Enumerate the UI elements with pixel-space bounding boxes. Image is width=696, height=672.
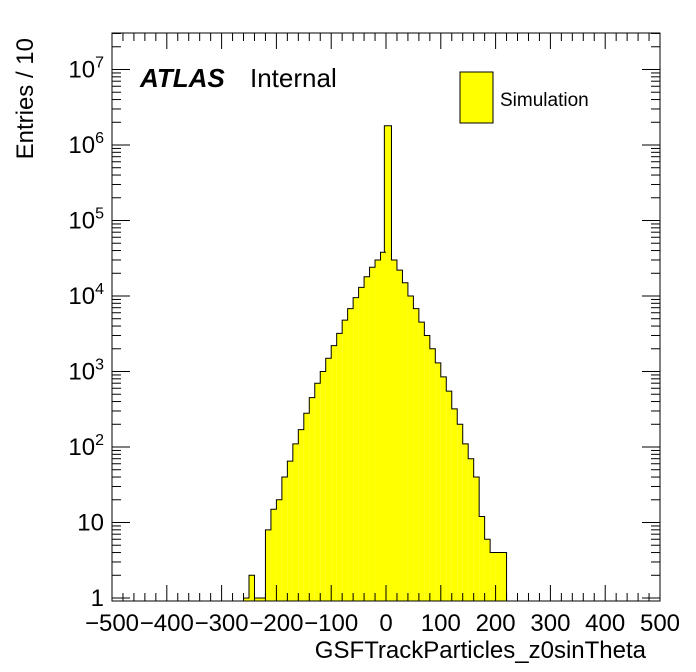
histogram-bin	[462, 443, 469, 601]
histogram-bin	[281, 477, 288, 601]
histogram-bin	[292, 443, 299, 601]
x-tick-label: 200	[476, 610, 516, 637]
histogram-bin	[484, 539, 491, 601]
histogram-bin	[391, 259, 397, 601]
y-tick-label: 106	[68, 130, 104, 159]
y-tick-label: 107	[68, 55, 104, 84]
x-tick-label: 300	[530, 610, 570, 637]
histogram-bin	[440, 376, 447, 601]
histogram-bin	[435, 362, 441, 601]
histogram-bin	[380, 252, 386, 602]
histogram-bin	[259, 598, 266, 601]
legend-label: Simulation	[500, 90, 589, 111]
histogram-bin	[429, 348, 436, 601]
histogram-bin	[384, 125, 388, 601]
histogram-outline	[243, 125, 513, 602]
histogram-bin	[309, 397, 315, 601]
histogram-bin	[342, 320, 348, 601]
y-tick-label: 10	[77, 510, 104, 537]
histogram-bin	[501, 552, 507, 601]
histogram-bin	[314, 383, 321, 601]
y-tick-label: 105	[68, 206, 104, 235]
y-axis-title: Entries / 10	[12, 38, 39, 159]
histogram-bin	[243, 598, 249, 601]
x-tick-label: 100	[421, 610, 461, 637]
histogram-bin	[287, 461, 293, 601]
y-tick-label: 104	[68, 281, 104, 310]
x-tick-label: −500	[85, 610, 139, 637]
x-tick-label: 400	[585, 610, 625, 637]
y-tick-label: 102	[68, 432, 104, 461]
histogram-bin	[369, 267, 376, 601]
histogram-bin	[451, 408, 458, 601]
histogram-bin	[276, 499, 282, 601]
histogram-bin	[353, 297, 359, 601]
histogram-bin	[364, 276, 370, 601]
histogram-bin	[249, 575, 255, 601]
internal-label: Internal	[250, 63, 337, 93]
histogram-bin	[358, 287, 365, 601]
histogram-bin	[457, 424, 463, 601]
histogram-bin	[495, 552, 502, 601]
histogram-bin	[336, 333, 343, 601]
histogram-bin	[396, 270, 403, 601]
histogram-bin	[265, 529, 271, 601]
histogram-bin	[303, 413, 310, 601]
y-tick-label: 103	[68, 357, 104, 386]
histogram-bin	[298, 429, 304, 601]
histogram-bin	[331, 345, 337, 601]
histogram-bin	[473, 477, 480, 601]
x-tick-label: −100	[304, 610, 358, 637]
x-tick-label: 0	[379, 610, 392, 637]
histogram-bin	[347, 308, 354, 601]
histogram-bin	[386, 125, 392, 601]
histogram-bin	[320, 371, 326, 601]
histogram-bin	[402, 282, 408, 601]
x-tick-label: −400	[140, 610, 194, 637]
histogram-bin	[270, 509, 277, 601]
histogram-bin	[446, 391, 452, 601]
y-tick-label: 1	[91, 585, 104, 612]
histogram-bin	[479, 516, 485, 601]
histogram-bars	[243, 125, 513, 602]
histogram-bin	[468, 458, 474, 601]
atlas-label: ATLAS	[139, 63, 225, 93]
x-tick-label: −300	[195, 610, 249, 637]
histogram-bin	[375, 259, 381, 601]
axis-ticks	[111, 32, 661, 601]
histogram-bin	[254, 598, 260, 601]
y-tick-labels: 1 10 102 103 104 105 106 107	[68, 55, 104, 613]
histogram-bin	[407, 296, 414, 601]
histogram-bin	[424, 335, 430, 601]
legend-swatch	[459, 71, 494, 124]
histogram-bin	[325, 358, 332, 601]
x-tick-label: −200	[249, 610, 303, 637]
x-axis-title: GSFTrackParticles_z0sinTheta	[315, 637, 647, 664]
x-tick-label: 500	[640, 610, 680, 637]
histogram-bin	[490, 552, 496, 601]
histogram-bin	[413, 308, 419, 601]
x-tick-labels: −500 −400 −300 −200 −100 0 100 200 300 400 500	[85, 610, 680, 637]
histogram-bin	[418, 322, 425, 601]
